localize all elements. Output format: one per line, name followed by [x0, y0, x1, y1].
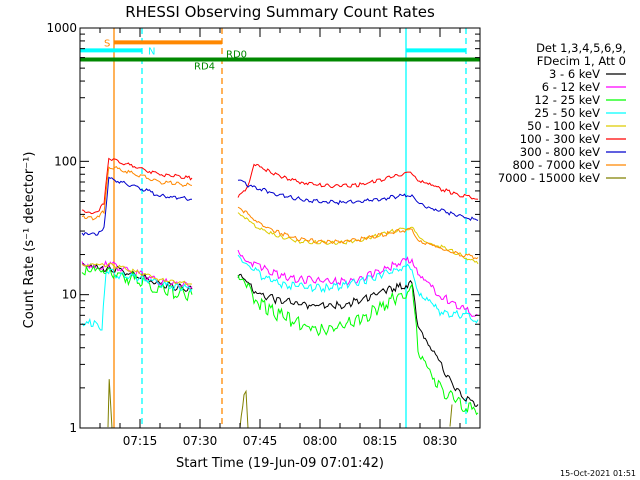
series-1 — [81, 249, 479, 317]
series-line-3-1 — [237, 254, 479, 324]
x-tick-label-2: 07:45 — [243, 434, 278, 448]
series-line-6-1 — [237, 179, 479, 222]
x-tick-label-5: 08:30 — [423, 434, 458, 448]
legend-header-det: Det 1,3,4,5,6,9, — [536, 41, 626, 55]
series-line-1-1 — [237, 249, 479, 317]
series-line-7-1 — [237, 206, 479, 260]
y-tick-label-1: 10 — [62, 288, 77, 302]
series-line-5-0 — [81, 157, 193, 215]
legend-label-0: 3 - 6 keV — [549, 67, 600, 81]
annotation-label-1: N — [148, 46, 155, 57]
series-line-3-0 — [81, 268, 193, 331]
state-annotations: S N RD0 RD4 — [80, 38, 480, 73]
series-line-4-0 — [81, 262, 193, 286]
y-tick-label-3: 1000 — [46, 21, 77, 35]
annotation-label-3: RD0 — [226, 50, 247, 61]
series-6 — [81, 176, 479, 236]
annotation-label-0: S — [104, 38, 110, 49]
series-line-8-1 — [239, 389, 249, 429]
legend-label-2: 12 - 25 keV — [534, 93, 600, 107]
x-tick-label-0: 07:15 — [123, 434, 158, 448]
x-tick-label-4: 08:15 — [363, 434, 398, 448]
legend-label-3: 25 - 50 keV — [534, 106, 600, 120]
x-axis-label: Start Time (19-Jun-09 07:01:42) — [176, 456, 384, 471]
series-line-5-1 — [237, 163, 479, 200]
series-line-0-1 — [237, 273, 479, 407]
y-axis-label: Count Rate (s⁻¹ detector⁻¹) — [22, 152, 37, 329]
event-lines — [113, 28, 467, 428]
legend-label-5: 100 - 300 keV — [520, 132, 600, 146]
series-line-1-0 — [81, 260, 193, 290]
x-tick-label-3: 08:00 — [303, 434, 338, 448]
axes: 1 10 100 1000 07:15 07:30 07:45 08:00 08:15 08:30 — [46, 21, 481, 448]
legend-label-1: 6 - 12 keV — [542, 80, 600, 94]
chart-title: RHESSI Observing Summary Count Rates — [125, 3, 435, 21]
series-line-8-0 — [107, 379, 113, 429]
legend-label-7: 800 - 7000 keV — [512, 158, 600, 172]
footer-date: 15-Oct-2021 01:51 — [560, 469, 636, 478]
series-7 — [81, 165, 479, 260]
legend-header-fdecim: FDecim 1, Att 0 — [537, 54, 626, 68]
series-5 — [81, 157, 479, 215]
x-tick-label-1: 07:30 — [183, 434, 218, 448]
legend-label-6: 300 - 800 keV — [520, 145, 600, 159]
series-line-8-2 — [449, 404, 453, 427]
series-3 — [81, 254, 479, 331]
plot-background — [80, 28, 480, 428]
data-series — [81, 157, 479, 429]
legend-label-4: 50 - 100 keV — [527, 119, 600, 133]
annotation-label-4: RD4 — [194, 62, 215, 73]
plot-area — [80, 28, 480, 428]
series-line-6-0 — [81, 176, 192, 236]
series-8 — [107, 379, 453, 429]
series-line-2-1 — [237, 274, 479, 416]
y-tick-label-2: 100 — [54, 154, 77, 168]
series-line-7-0 — [81, 165, 193, 221]
y-tick-label-0: 1 — [69, 421, 77, 435]
legend-label-8: 7000 - 15000 keV — [498, 171, 600, 185]
